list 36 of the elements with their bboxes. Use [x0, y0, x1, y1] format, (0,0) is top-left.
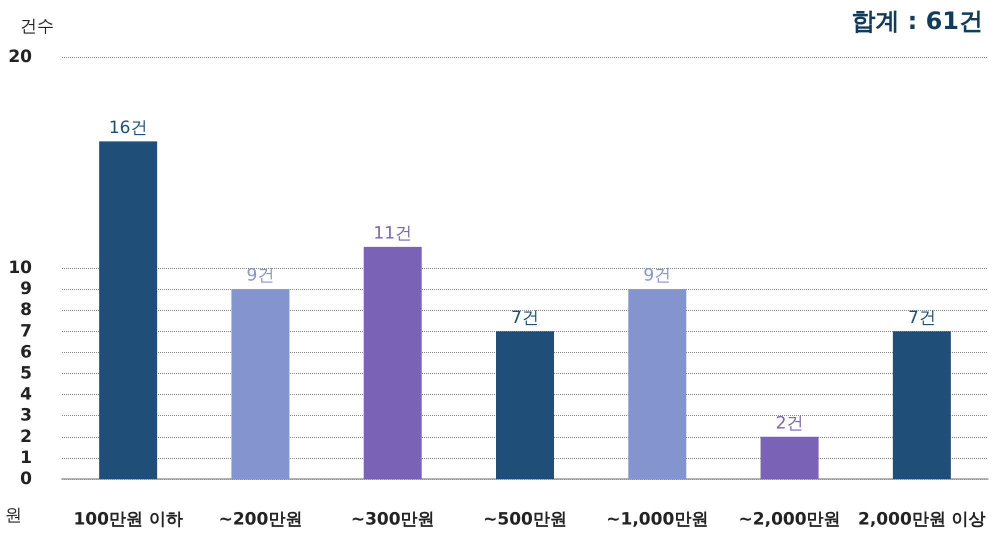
- y-tick-label: 20: [8, 47, 32, 67]
- data-label: 7건: [511, 308, 539, 328]
- y-tick-label: 2: [20, 426, 32, 447]
- data-label: 2건: [776, 413, 804, 434]
- data-label: 9건: [246, 266, 274, 286]
- y-tick-label: 3: [20, 406, 32, 426]
- y-tick-label: 4: [20, 384, 32, 405]
- data-label: 16건: [108, 118, 148, 138]
- y-tick-label: 1: [20, 448, 32, 468]
- y-tick-label: 7: [20, 321, 32, 342]
- x-tick-label: 2,000만원 이상: [858, 510, 986, 530]
- y-tick-label: 9: [20, 279, 32, 300]
- data-label: 7건: [908, 308, 936, 328]
- bar: [496, 331, 554, 479]
- data-label: 11건: [373, 223, 412, 244]
- y-tick-label: 6: [20, 342, 32, 362]
- data-label: 9건: [643, 266, 672, 286]
- x-tick-label: ~2,000만원: [738, 510, 841, 530]
- x-axis-title: 원: [5, 506, 22, 526]
- bar: [760, 436, 819, 479]
- bar: [628, 289, 686, 479]
- y-axis-title: 건수: [20, 16, 54, 36]
- x-tick-label: ~1,000만원: [606, 510, 708, 530]
- bar: [231, 289, 290, 479]
- y-tick-label: 5: [20, 364, 32, 384]
- bar: [892, 331, 951, 479]
- bar: [99, 141, 158, 479]
- x-tick-label: ~300만원: [350, 510, 435, 530]
- bar: [364, 246, 422, 479]
- y-tick-label: 8: [20, 300, 32, 320]
- y-tick-label: 0: [20, 469, 32, 489]
- y-tick-label: 10: [8, 258, 32, 278]
- x-tick-label: ~200만원: [218, 510, 302, 530]
- chart-title: 합계 : 61건: [851, 7, 984, 35]
- x-tick-label: ~500만원: [483, 510, 567, 530]
- x-tick-label: 100만원 이하: [73, 510, 183, 530]
